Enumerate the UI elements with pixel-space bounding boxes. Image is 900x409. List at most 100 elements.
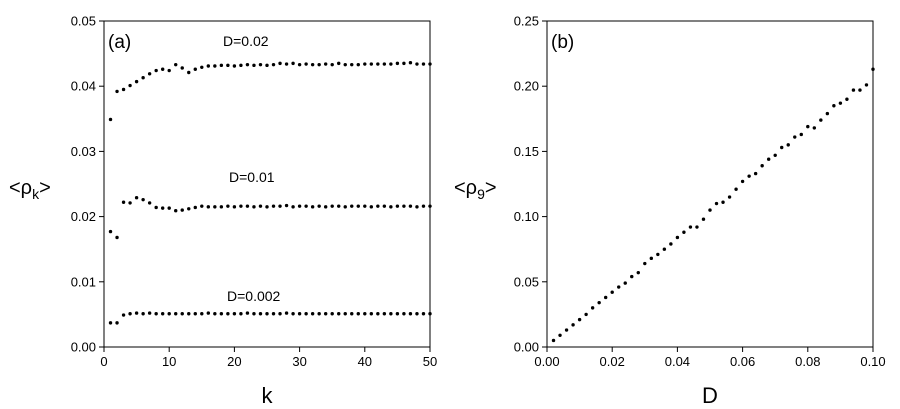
data-point	[323, 62, 328, 66]
data-point	[415, 205, 419, 209]
data-point	[167, 68, 171, 73]
data-point	[858, 88, 862, 92]
data-point	[740, 179, 745, 184]
data-point	[206, 311, 211, 315]
data-point	[284, 311, 289, 315]
data-point	[395, 61, 400, 66]
data-point	[174, 62, 178, 67]
data-point	[766, 157, 771, 161]
y-tick-label: 0.05	[71, 14, 96, 29]
data-point	[395, 204, 400, 208]
data-point	[219, 63, 224, 68]
data-point	[832, 104, 836, 108]
data-point	[108, 229, 113, 234]
data-point	[727, 195, 732, 199]
data-point	[265, 312, 269, 316]
y-ticks-a: 0.00 0.01 0.02 0.03 0.04 0.05	[71, 14, 104, 355]
data-point	[310, 312, 315, 316]
data-point	[356, 204, 360, 208]
panel-a: 0 10 20 30 40 50 0.00 0.01 0.02 0.03 0.04 0.05 (a)…	[9, 14, 437, 409]
data-point	[551, 338, 556, 343]
data-point	[428, 204, 432, 208]
x-tick-label: 10	[162, 354, 176, 369]
data-point	[115, 89, 119, 94]
y-tick-label: 0.03	[71, 144, 96, 159]
data-point	[200, 65, 204, 69]
data-point	[408, 204, 413, 208]
data-point	[389, 205, 393, 209]
data-point	[297, 204, 302, 208]
data-point	[245, 62, 250, 67]
data-point	[232, 312, 237, 316]
y-axis-label-b: <ρ9>	[454, 177, 497, 202]
data-point	[245, 311, 250, 315]
data-point	[193, 67, 197, 71]
data-point	[128, 312, 132, 316]
data-point	[363, 62, 367, 66]
series-d0002	[108, 311, 432, 325]
data-point	[232, 205, 237, 209]
data-point	[643, 261, 647, 266]
data-point	[825, 111, 830, 116]
y-tick-label: 0.04	[71, 79, 96, 94]
data-point	[304, 312, 308, 316]
data-point	[330, 312, 334, 316]
data-points-a	[108, 61, 432, 325]
data-point	[291, 312, 295, 316]
y-axis-label-a: <ρk>	[9, 177, 51, 202]
data-point	[760, 164, 764, 168]
data-point	[408, 61, 413, 65]
data-point	[382, 62, 387, 66]
data-point	[363, 312, 367, 316]
data-point	[376, 62, 380, 66]
data-point	[317, 312, 321, 316]
data-point	[721, 200, 725, 204]
data-point	[369, 62, 374, 66]
data-point	[630, 274, 634, 279]
series-d002	[108, 61, 432, 122]
data-point	[121, 313, 126, 317]
data-point	[141, 76, 145, 80]
data-point	[799, 132, 803, 137]
x-tick-label: 0.02	[600, 354, 625, 369]
x-tick-label: 0	[100, 354, 107, 369]
data-point	[206, 205, 211, 209]
data-point	[147, 311, 152, 315]
data-point	[389, 312, 393, 316]
data-point	[806, 124, 810, 129]
data-point	[134, 195, 139, 200]
data-point	[141, 312, 145, 316]
data-point	[213, 312, 217, 316]
data-point	[337, 61, 341, 66]
data-point	[415, 62, 419, 66]
data-point	[421, 62, 426, 66]
data-point	[206, 64, 211, 68]
data-point	[780, 145, 784, 150]
data-point	[564, 328, 569, 332]
x-tick-label: 40	[358, 354, 372, 369]
plot-frame-a	[103, 20, 431, 348]
data-point	[871, 67, 875, 71]
data-point	[147, 201, 152, 205]
data-point	[160, 67, 165, 71]
data-point	[141, 197, 145, 202]
data-point	[219, 312, 224, 316]
x-tick-label: 0.08	[795, 354, 820, 369]
x-tick-label: 0.04	[665, 354, 690, 369]
data-point	[128, 201, 132, 205]
data-point	[584, 312, 588, 317]
y-tick-label: 0.20	[514, 79, 539, 94]
data-point	[160, 312, 165, 316]
x-tick-label: 0.10	[860, 354, 885, 369]
data-point	[408, 312, 413, 316]
data-point	[304, 204, 308, 208]
data-point	[402, 312, 406, 316]
data-point	[421, 312, 426, 316]
data-point	[154, 312, 158, 316]
data-point	[317, 62, 321, 67]
panel-b: 0.00 0.02 0.04 0.06 0.08 0.10 0.00 0.05 0.10 0.1…	[454, 14, 886, 409]
data-point	[252, 205, 256, 209]
data-point	[330, 204, 334, 208]
data-point	[187, 312, 191, 316]
data-point	[239, 204, 243, 208]
